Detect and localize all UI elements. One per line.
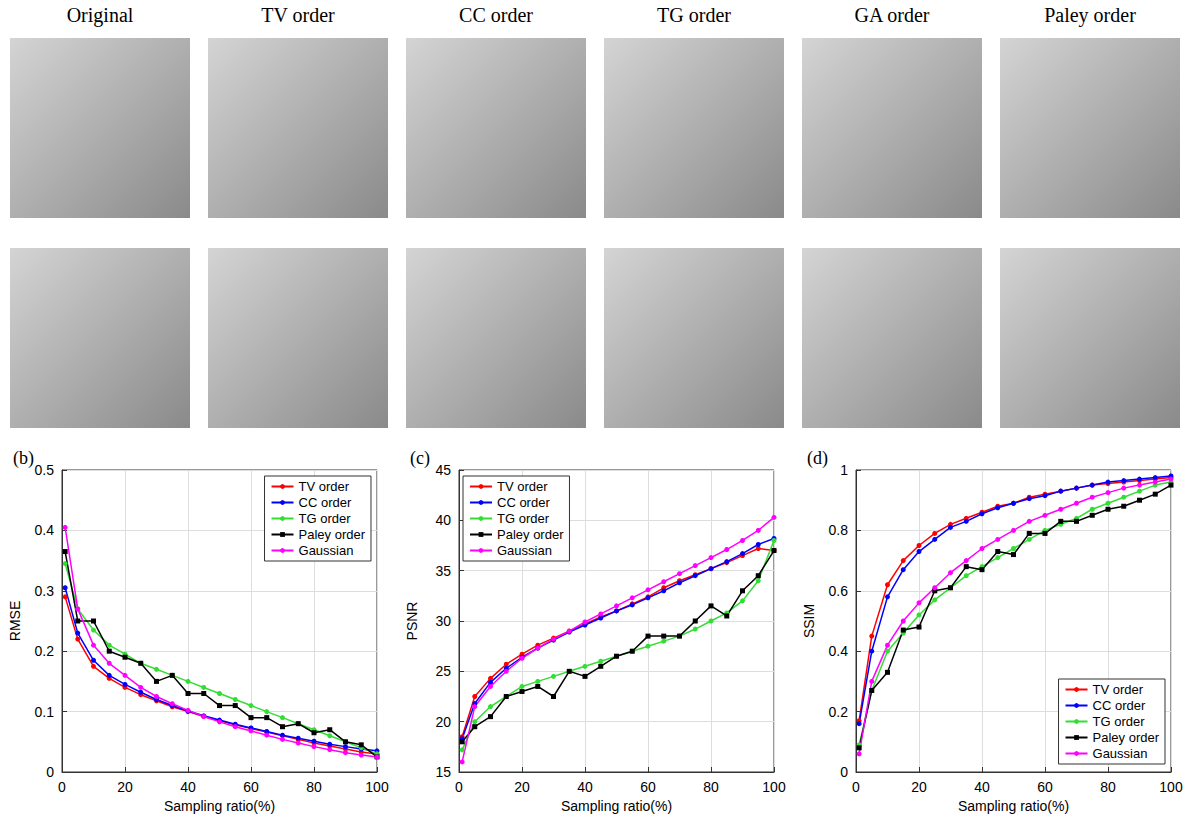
- svg-text:1: 1: [840, 462, 848, 478]
- svg-text:TG order: TG order: [299, 511, 352, 526]
- svg-text:0: 0: [840, 764, 848, 780]
- svg-text:(b): (b): [13, 448, 34, 469]
- svg-text:Sampling ratio(%): Sampling ratio(%): [164, 798, 275, 814]
- svg-text:0: 0: [852, 779, 860, 795]
- svg-text:CC order: CC order: [299, 495, 352, 510]
- svg-text:0.2: 0.2: [35, 643, 55, 659]
- svg-text:0.4: 0.4: [829, 643, 849, 659]
- svg-text:80: 80: [1100, 779, 1116, 795]
- svg-text:60: 60: [640, 779, 656, 795]
- svg-text:Gaussian: Gaussian: [1093, 746, 1148, 761]
- svg-text:0.8: 0.8: [829, 522, 849, 538]
- svg-text:Paley order: Paley order: [299, 527, 366, 542]
- svg-text:40: 40: [435, 512, 451, 528]
- svg-text:Sampling ratio(%): Sampling ratio(%): [561, 798, 672, 814]
- svg-text:RMSE: RMSE: [7, 601, 23, 641]
- svg-text:Paley order: Paley order: [497, 527, 564, 542]
- svg-text:TG order: TG order: [497, 511, 550, 526]
- svg-text:Sampling ratio(%): Sampling ratio(%): [958, 798, 1069, 814]
- svg-text:0: 0: [58, 779, 66, 795]
- svg-text:40: 40: [577, 779, 593, 795]
- html-text:TV order: TV order: [261, 4, 335, 26]
- svg-text:20: 20: [435, 714, 451, 730]
- html-text:Original: Original: [66, 4, 134, 26]
- svg-text:0.4: 0.4: [35, 522, 55, 538]
- svg-text:CC order: CC order: [497, 495, 550, 510]
- svg-text:0.5: 0.5: [35, 462, 55, 478]
- svg-text:20: 20: [911, 779, 927, 795]
- svg-text:60: 60: [1037, 779, 1053, 795]
- svg-text:25: 25: [435, 663, 451, 679]
- svg-text:0: 0: [46, 764, 54, 780]
- svg-text:CC order: CC order: [1093, 698, 1146, 713]
- svg-text:(c): (c): [410, 448, 430, 469]
- svg-text:TG order: TG order: [1093, 714, 1146, 729]
- svg-text:TV order: TV order: [497, 479, 548, 494]
- svg-text:60: 60: [243, 779, 259, 795]
- html-text:GA order: GA order: [854, 4, 930, 26]
- svg-text:35: 35: [435, 563, 451, 579]
- svg-text:0: 0: [455, 779, 463, 795]
- html-text:CC order: CC order: [459, 4, 533, 26]
- svg-text:SSIM: SSIM: [801, 604, 817, 638]
- svg-text:0.3: 0.3: [35, 583, 55, 599]
- svg-text:100: 100: [365, 779, 389, 795]
- svg-text:45: 45: [435, 462, 451, 478]
- svg-text:TV order: TV order: [299, 479, 350, 494]
- svg-text:Paley order: Paley order: [1093, 730, 1160, 745]
- svg-text:0.1: 0.1: [35, 704, 55, 720]
- svg-text:15: 15: [435, 764, 451, 780]
- svg-text:100: 100: [1159, 779, 1183, 795]
- svg-text:Gaussian: Gaussian: [299, 543, 354, 558]
- svg-text:0.6: 0.6: [829, 583, 849, 599]
- svg-text:30: 30: [435, 613, 451, 629]
- html-text:Paley order: Paley order: [1044, 4, 1136, 26]
- svg-text:80: 80: [703, 779, 719, 795]
- svg-text:TV order: TV order: [1093, 682, 1144, 697]
- html-text:TG order: TG order: [657, 4, 731, 26]
- svg-text:Gaussian: Gaussian: [497, 543, 552, 558]
- svg-text:20: 20: [117, 779, 133, 795]
- svg-text:100: 100: [762, 779, 786, 795]
- svg-text:0.2: 0.2: [829, 704, 849, 720]
- svg-text:40: 40: [180, 779, 196, 795]
- svg-text:20: 20: [514, 779, 530, 795]
- svg-text:40: 40: [974, 779, 990, 795]
- svg-text:PSNR: PSNR: [404, 602, 420, 641]
- svg-text:(d): (d): [807, 448, 828, 469]
- svg-text:80: 80: [306, 779, 322, 795]
